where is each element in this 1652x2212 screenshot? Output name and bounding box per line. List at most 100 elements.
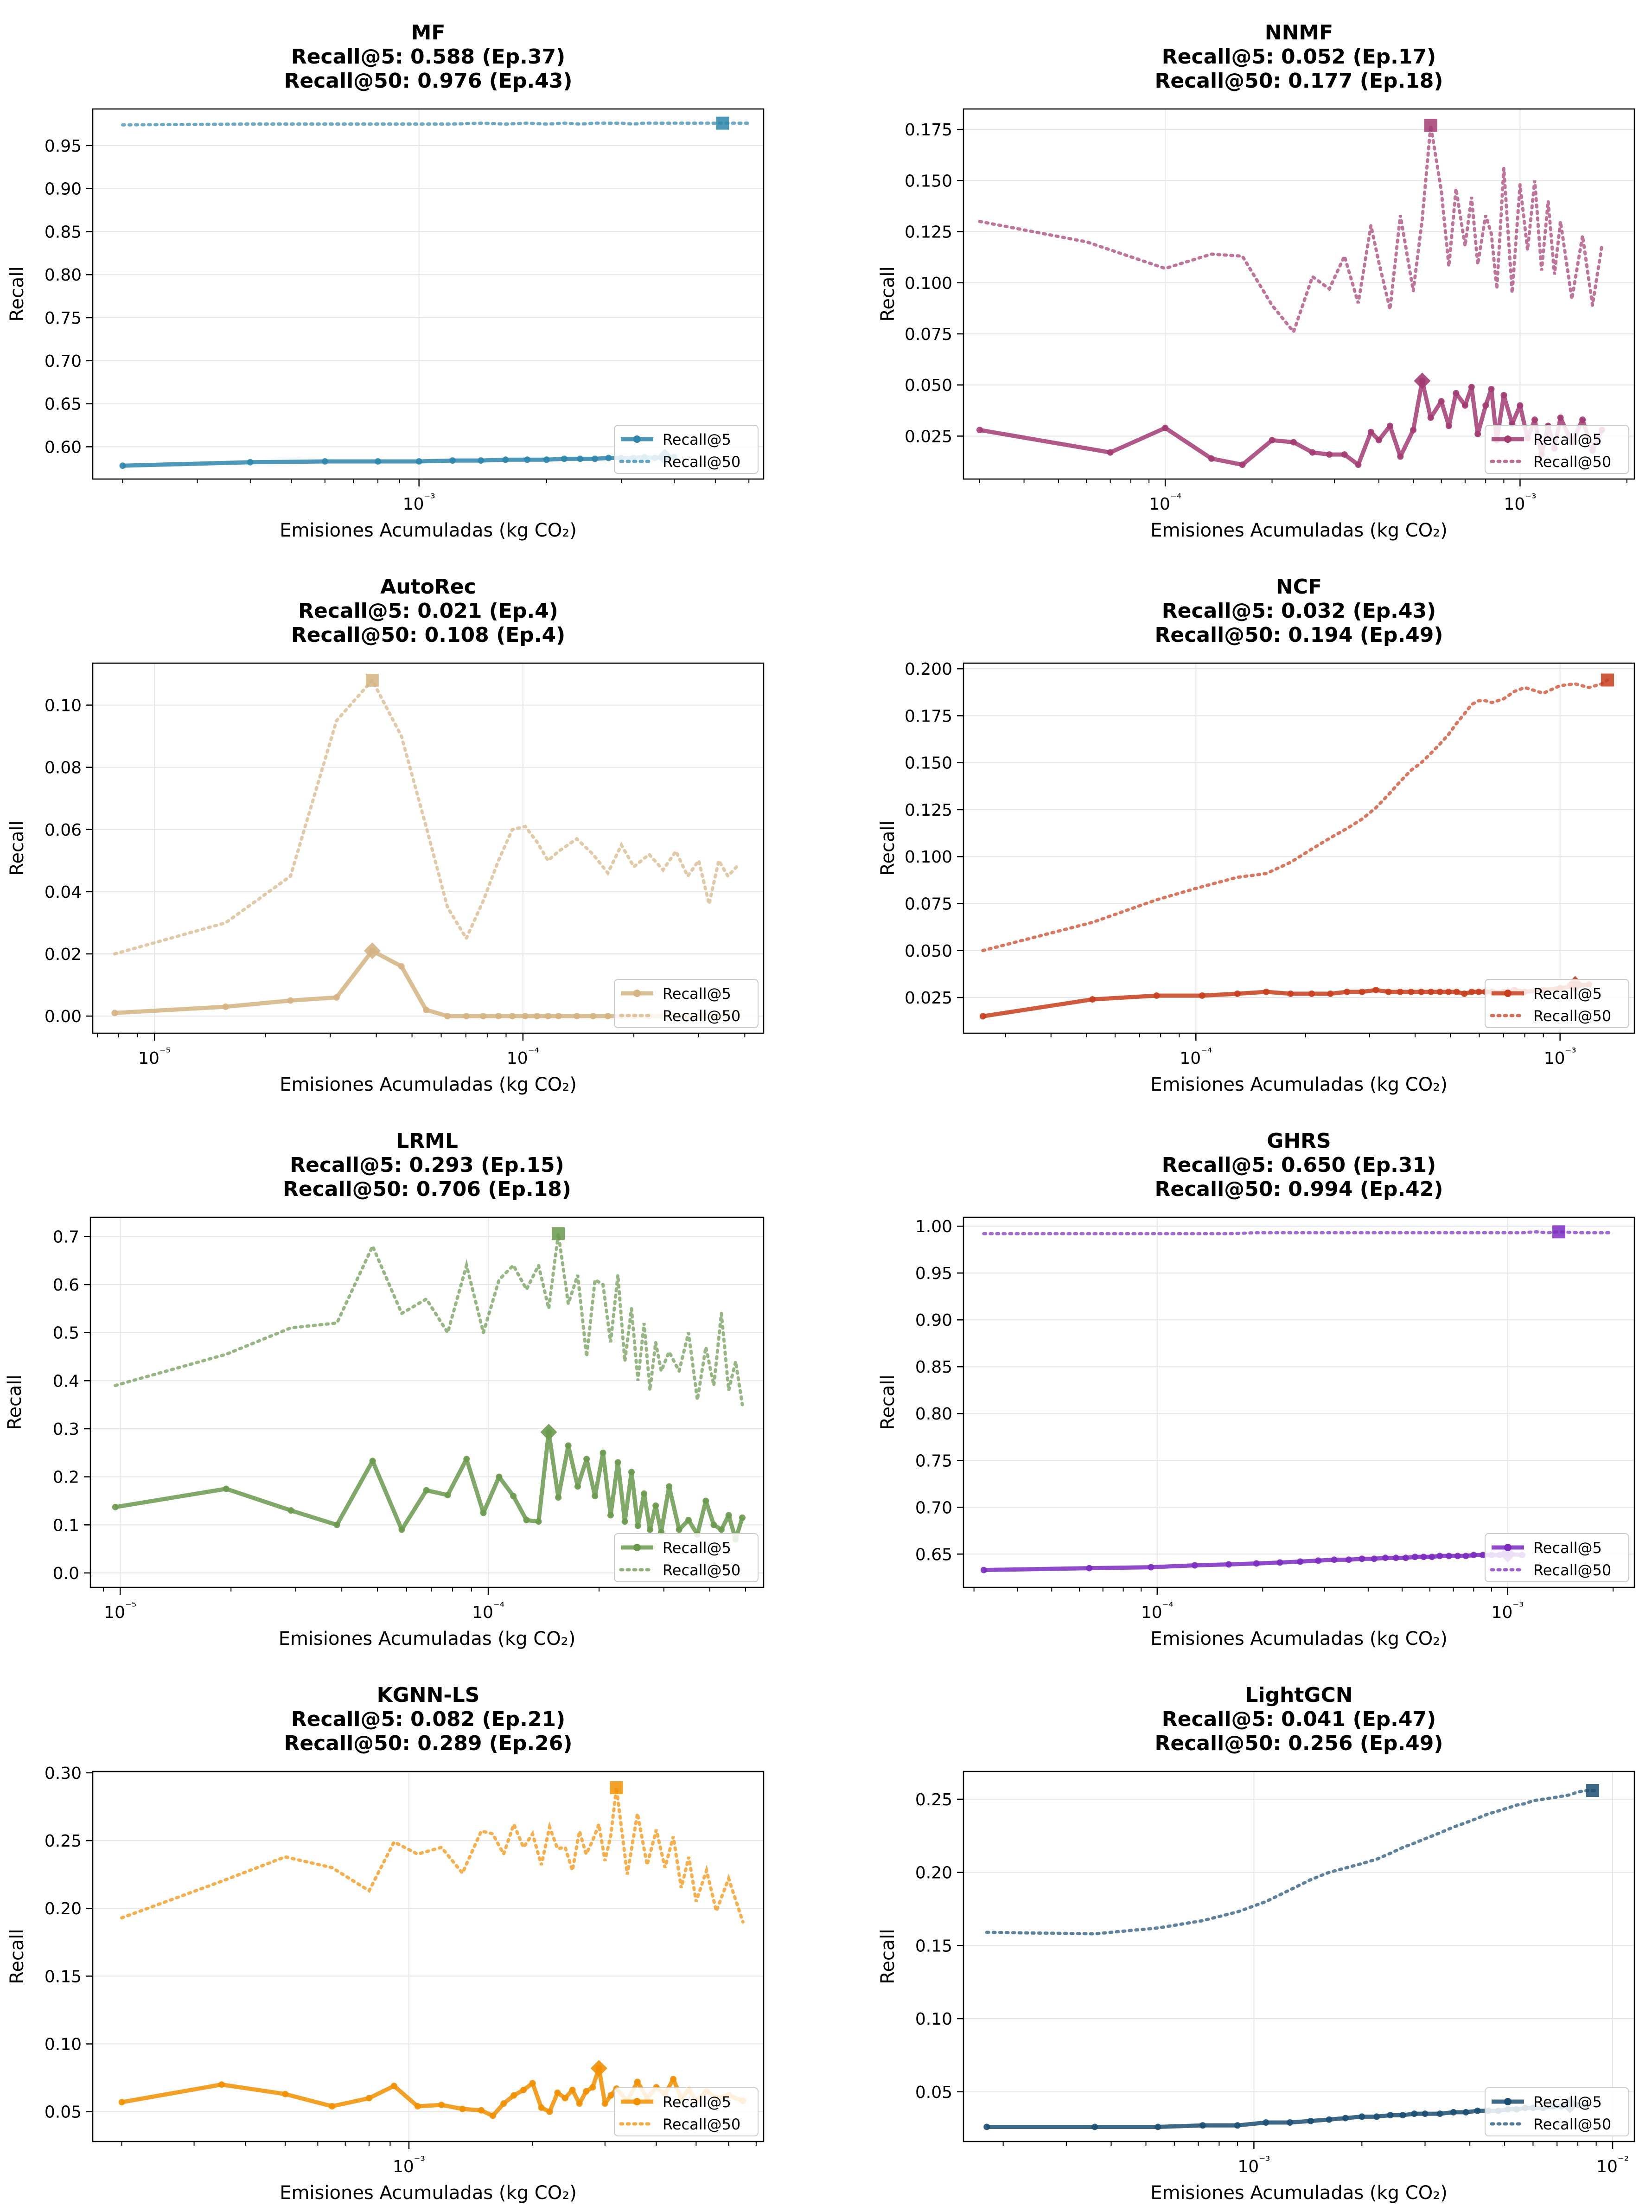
data-point-recall5 <box>1148 1564 1154 1571</box>
legend-swatch-marker <box>1504 2098 1512 2105</box>
x-axis-label: Emisiones Acumuladas (kg CO₂) <box>1150 2182 1448 2204</box>
chart-title-line: NCF <box>1276 575 1322 599</box>
data-point-recall5 <box>538 2104 545 2111</box>
axes-frame <box>92 1771 765 2142</box>
x-tick-label: 10⁻³ <box>403 492 435 514</box>
x-tick-label: 10⁻³ <box>1492 1600 1524 1622</box>
data-point-recall5 <box>523 1516 530 1523</box>
data-point-recall5 <box>218 2081 225 2088</box>
data-point-recall5 <box>725 1512 732 1519</box>
data-point-recall5 <box>628 1469 635 1476</box>
chart-title-line: Recall@50: 0.976 (Ep.43) <box>284 69 572 93</box>
legend-label: Recall@5 <box>1533 1539 1602 1557</box>
data-point-recall5 <box>1208 455 1215 462</box>
data-point-recall5 <box>1418 988 1425 995</box>
x-tick-exp: ⁻³ <box>424 492 435 505</box>
y-tick-label: 0.075 <box>905 325 952 344</box>
x-tick-base: 10 <box>507 1049 528 1068</box>
y-tick-label: 0.175 <box>905 707 952 726</box>
x-tick-exp: ⁻³ <box>414 2154 425 2168</box>
y-tick-label: 0.06 <box>45 821 82 840</box>
data-point-recall5 <box>1579 416 1586 423</box>
data-point-recall5 <box>583 1456 590 1463</box>
y-tick-label: 0.175 <box>905 121 952 140</box>
data-point-recall5 <box>555 1494 562 1501</box>
data-point-recall5 <box>980 1566 987 1573</box>
x-tick-exp: ⁻³ <box>1525 492 1536 505</box>
data-point-recall5 <box>496 1473 503 1480</box>
data-point-recall5 <box>119 462 126 469</box>
y-tick-label: 0.95 <box>915 1264 952 1283</box>
data-point-recall5 <box>1234 990 1241 997</box>
y-tick-label: 0.20 <box>45 1899 82 1918</box>
legend-swatch-marker <box>633 1544 641 1551</box>
data-point-recall5 <box>1382 1554 1389 1561</box>
chart-title-line: Recall@50: 0.706 (Ep.18) <box>283 1177 571 1201</box>
y-tick-label: 0.02 <box>45 945 82 964</box>
data-point-recall5 <box>1367 428 1374 435</box>
data-point-recall5 <box>1475 988 1482 995</box>
data-point-recall5 <box>1355 461 1362 468</box>
data-point-recall5 <box>1225 1561 1232 1568</box>
series-line-recall5 <box>115 1430 745 1541</box>
series-line-recall50 <box>114 1233 744 1406</box>
data-point-recall5 <box>574 1483 581 1490</box>
data-point-recall5 <box>415 458 422 465</box>
data-point-recall5 <box>1263 988 1269 995</box>
chart-title-line: Recall@50: 0.194 (Ep.49) <box>1154 623 1443 647</box>
data-point-recall5 <box>1153 992 1160 999</box>
chart-title-line: LightGCN <box>1245 1683 1352 1707</box>
x-axis-label: Emisiones Acumuladas (kg CO₂) <box>279 1628 576 1649</box>
axes-frame <box>89 1216 765 1588</box>
legend-label: Recall@50 <box>663 1007 740 1025</box>
data-point-recall5 <box>589 2084 596 2091</box>
data-point-recall5 <box>1474 2107 1481 2114</box>
plot-area <box>963 663 1634 1033</box>
data-point-recall5 <box>1446 1553 1453 1560</box>
data-point-recall5 <box>1239 461 1246 468</box>
chart-title-line: Recall@50: 0.994 (Ep.42) <box>1154 1177 1443 1201</box>
y-tick-label: 0.3 <box>53 1420 79 1439</box>
x-tick-base: 10 <box>1141 1603 1162 1622</box>
x-tick-base: 10 <box>1492 1603 1513 1622</box>
data-point-recall5 <box>535 1518 542 1525</box>
x-tick-label: 10⁻⁴ <box>1141 1600 1174 1622</box>
y-tick-label: 0.70 <box>915 1498 952 1517</box>
y-tick-label: 0.125 <box>905 801 952 820</box>
data-point-recall5 <box>1372 986 1379 993</box>
y-tick-label: 0.5 <box>53 1324 79 1343</box>
chart-title-line: LRML <box>396 1129 458 1153</box>
best-marker-recall50 <box>365 673 379 687</box>
legend-label: Recall@5 <box>663 1539 731 1557</box>
y-tick-label: 0.05 <box>45 2103 82 2122</box>
chart-title-line: GHRS <box>1267 1129 1331 1153</box>
y-axis-label: Recall <box>877 266 899 321</box>
data-point-recall5 <box>590 1013 597 1020</box>
y-tick-label: 0.20 <box>915 1864 952 1883</box>
data-point-recall5 <box>534 1013 541 1020</box>
data-point-recall5 <box>1450 2109 1457 2116</box>
data-point-recall5 <box>449 457 456 464</box>
data-point-recall5 <box>646 1526 653 1533</box>
plot-area <box>963 1771 1634 2142</box>
y-tick-label: 0.85 <box>915 1358 952 1377</box>
data-point-recall5 <box>1276 1559 1283 1566</box>
data-point-recall5 <box>676 1526 682 1533</box>
data-point-recall5 <box>287 1507 294 1514</box>
legend-label: Recall@5 <box>663 2093 731 2111</box>
x-tick-exp: ⁻⁴ <box>1170 492 1181 505</box>
data-point-recall5 <box>1462 1553 1469 1560</box>
data-point-recall5 <box>1557 414 1564 421</box>
data-point-recall5 <box>1397 453 1404 460</box>
legend-label: Recall@50 <box>663 453 740 471</box>
data-point-recall5 <box>1326 2116 1333 2123</box>
data-point-recall5 <box>1445 988 1452 995</box>
y-tick-label: 0.80 <box>45 266 82 285</box>
data-point-recall5 <box>545 1013 552 1020</box>
axes-frame <box>92 108 765 480</box>
data-point-recall5 <box>247 459 254 466</box>
